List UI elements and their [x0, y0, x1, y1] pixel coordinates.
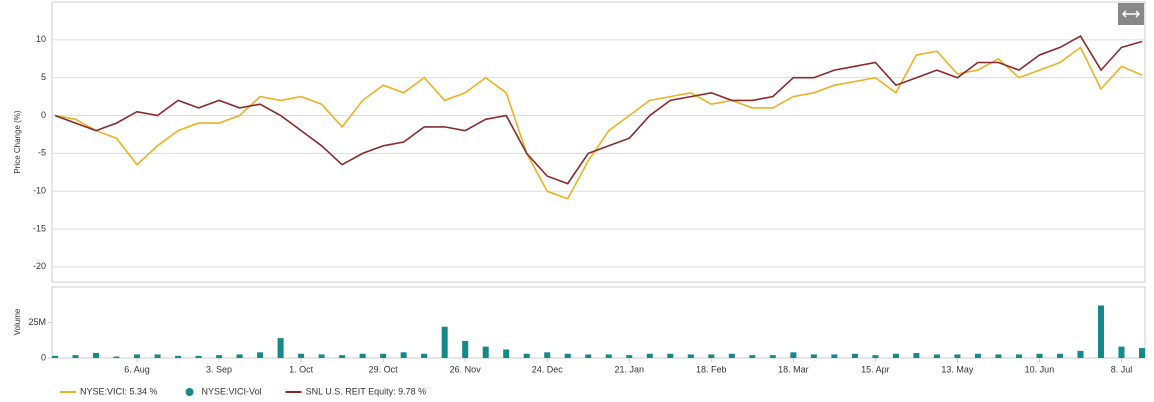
volume-bar	[687, 354, 694, 358]
y-tick-label: -15	[33, 223, 46, 233]
x-tick-label: 29. Oct	[369, 364, 399, 374]
volume-bar	[1139, 348, 1145, 358]
volume-bar	[339, 355, 346, 358]
volume-bar	[1056, 353, 1063, 358]
volume-bar	[872, 355, 879, 358]
volume-bar	[1036, 353, 1043, 358]
volume-bar	[1077, 350, 1084, 358]
volume-bar	[749, 355, 756, 358]
volume-bar	[769, 355, 776, 358]
volume-bar	[216, 355, 223, 358]
volume-bar	[318, 354, 325, 358]
volume-bar	[954, 354, 961, 358]
volume-bar	[892, 353, 899, 358]
y2-axis-title: Volume	[13, 308, 22, 335]
volume-bar	[462, 340, 469, 358]
y-tick-label: -10	[33, 186, 46, 196]
x-tick-label: 13. May	[941, 364, 974, 374]
volume-bar	[605, 354, 612, 358]
volume-bar	[626, 355, 633, 358]
price-panel	[51, 1, 1146, 283]
volume-panel	[51, 286, 1146, 359]
volume-bar	[544, 352, 551, 358]
y2-tick-label: 25M	[28, 317, 46, 327]
volume-bar	[585, 354, 592, 358]
volume-bar	[421, 353, 428, 358]
volume-bar	[441, 326, 448, 358]
volume-bar	[851, 353, 858, 358]
x-tick-label: 21. Jan	[614, 364, 644, 374]
volume-bar	[523, 353, 530, 358]
volume-bar	[810, 354, 817, 358]
volume-bar	[93, 353, 100, 358]
volume-bar	[257, 352, 264, 358]
x-tick-label: 24. Dec	[532, 364, 564, 374]
price-line	[54, 46, 1143, 200]
x-tick-label: 6. Aug	[124, 364, 150, 374]
volume-bar	[277, 338, 284, 358]
x-tick-label: 1. Oct	[289, 364, 314, 374]
volume-bar	[175, 355, 182, 358]
volume-bar	[790, 352, 797, 358]
volume-bar	[1118, 346, 1125, 358]
y-tick-label: -20	[33, 261, 46, 271]
volume-bar	[72, 355, 79, 358]
volume-bar	[708, 354, 715, 358]
legend-label: NYSE:VICI-Vol	[202, 386, 262, 396]
x-tick-label: 26. Nov	[450, 364, 482, 374]
volume-bar	[380, 353, 387, 358]
x-tick-label: 18. Feb	[696, 364, 727, 374]
volume-bar	[646, 353, 653, 358]
volume-bar	[400, 352, 407, 358]
volume-bar	[564, 353, 571, 358]
legend-label: SNL U.S. REIT Equity: 9.78 %	[306, 386, 427, 396]
volume-bar	[359, 353, 366, 358]
toggle-button[interactable]	[1118, 3, 1144, 25]
y-tick-label: 0	[41, 110, 46, 120]
volume-bar	[913, 353, 920, 358]
y-tick-label: 5	[41, 72, 46, 82]
volume-bar	[1097, 305, 1104, 358]
legend-label: NYSE:VICI: 5.34 %	[80, 386, 158, 396]
volume-bar	[503, 349, 510, 358]
x-tick-label: 10. Jun	[1025, 364, 1055, 374]
y-tick-label: -5	[38, 148, 46, 158]
legend-swatch	[185, 388, 194, 396]
volume-bar	[195, 355, 202, 358]
volume-bar	[482, 346, 489, 358]
volume-bar	[113, 356, 120, 358]
volume-bar	[933, 354, 940, 358]
volume-bar	[298, 353, 305, 358]
volume-bar	[154, 354, 161, 358]
volume-bar	[236, 354, 243, 358]
price-line	[54, 35, 1143, 185]
volume-bar	[995, 354, 1002, 358]
y-axis-title: Price Change (%)	[13, 110, 22, 173]
y2-tick-label: 0	[41, 352, 46, 362]
x-tick-label: 3. Sep	[206, 364, 232, 374]
x-tick-label: 8. Jul	[1111, 364, 1133, 374]
volume-bar	[974, 353, 981, 358]
x-tick-label: 15. Apr	[861, 364, 890, 374]
volume-bar	[134, 354, 141, 358]
volume-bar	[52, 355, 58, 358]
button-icon[interactable]	[1121, 10, 1141, 18]
volume-bar	[667, 353, 674, 358]
volume-bar	[728, 353, 735, 358]
volume-bar	[831, 354, 838, 358]
volume-bar	[1015, 354, 1022, 358]
x-tick-label: 18. Mar	[778, 364, 809, 374]
y-tick-label: 10	[36, 34, 46, 44]
